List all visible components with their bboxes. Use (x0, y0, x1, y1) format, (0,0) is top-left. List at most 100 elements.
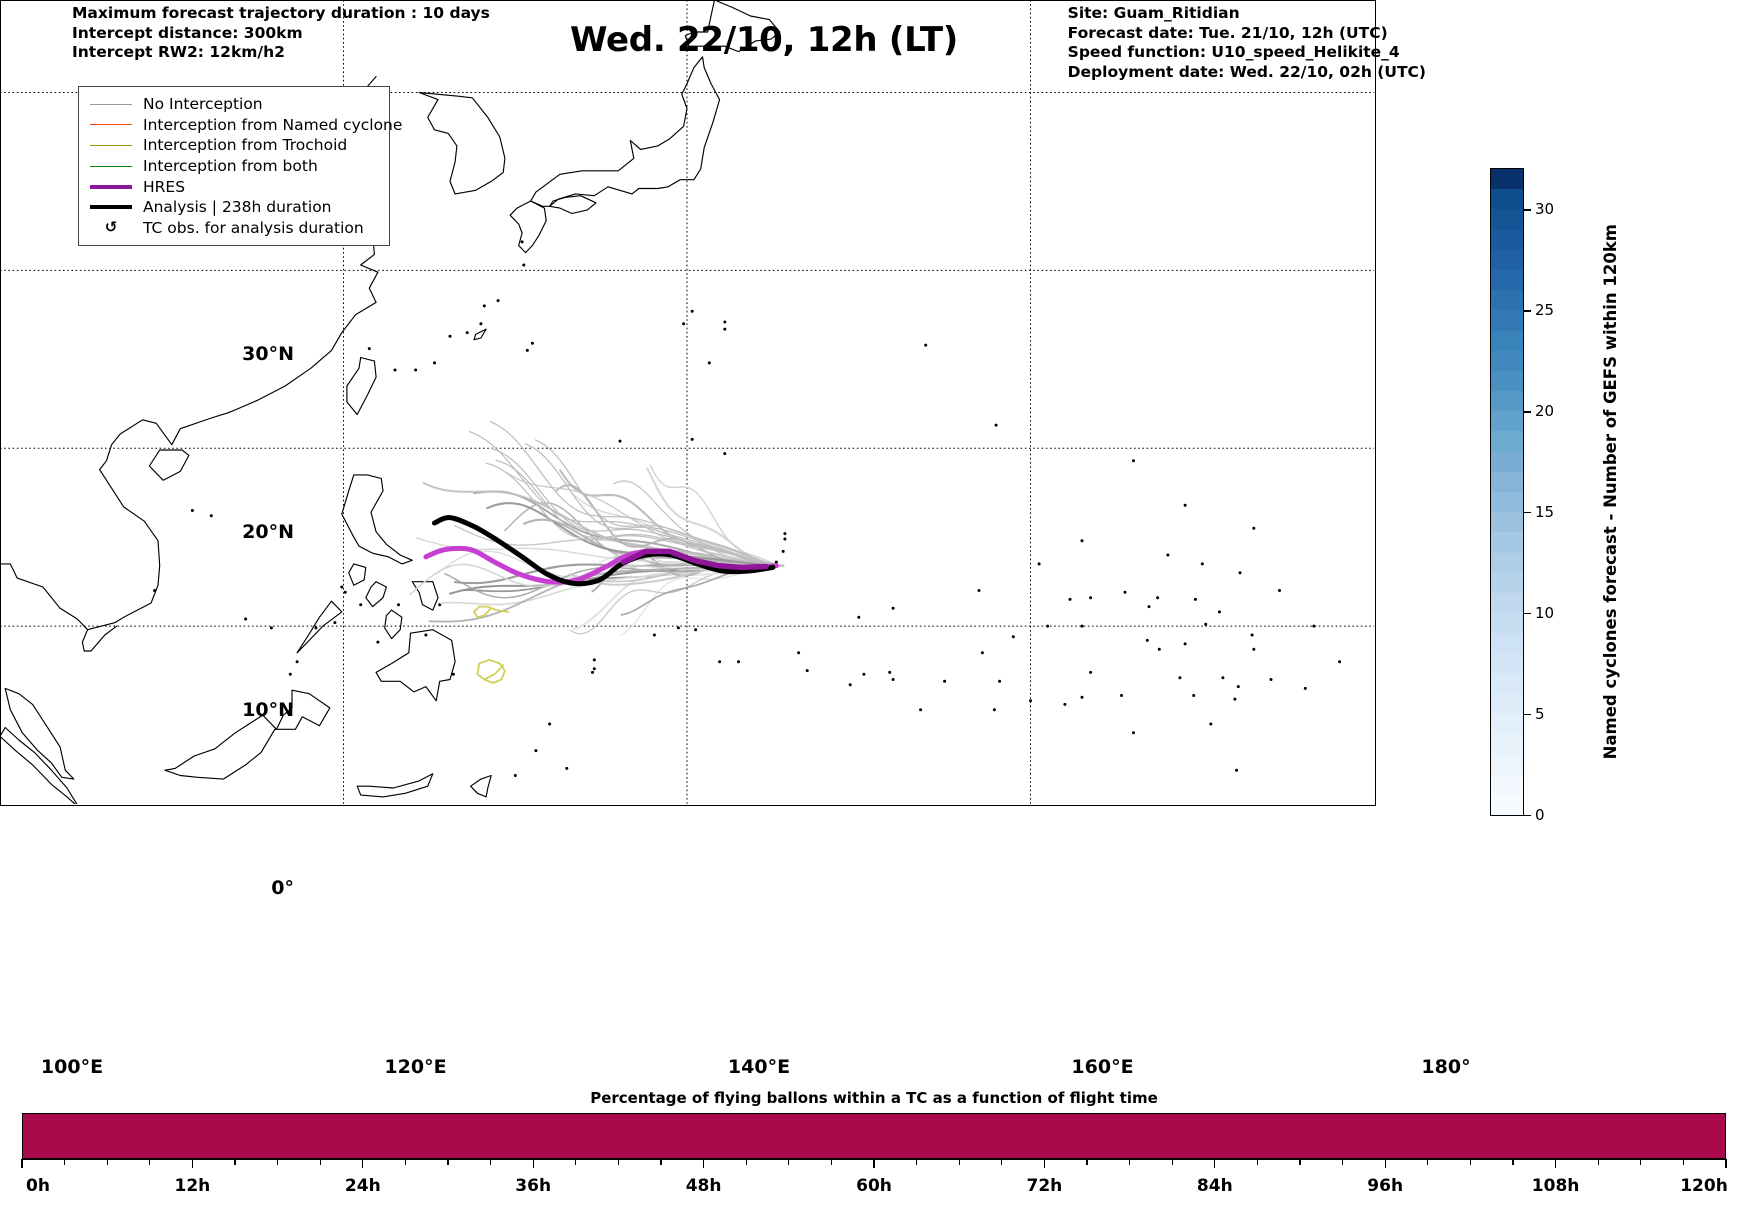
island-marker (1236, 685, 1240, 689)
colorbar-segment (1491, 370, 1523, 392)
colorbar-segment (1491, 734, 1523, 755)
legend-item-1[interactable]: Interception from Named cyclone (88, 115, 402, 136)
island-marker (1011, 635, 1015, 639)
legend-item-6[interactable]: ↺ TC obs. for analysis duration (88, 218, 380, 239)
island-marker (723, 327, 727, 331)
map-legend[interactable]: No Interception Interception from Named c… (78, 86, 402, 247)
coastline-segment (549, 195, 597, 215)
map-xtick-3: 160°E (1071, 1056, 1134, 1078)
legend-item-0[interactable]: No Interception (88, 94, 380, 115)
coastline-segment (470, 774, 492, 798)
coastline-segment (0, 563, 89, 631)
island-marker (1029, 699, 1032, 703)
legend-item-4[interactable]: HRES (88, 176, 380, 197)
progress-tick-label-1: 12h (174, 1176, 211, 1196)
island-marker (340, 585, 344, 589)
island-marker (592, 667, 596, 671)
island-marker (376, 640, 380, 644)
legend-label: Interception from both (143, 157, 318, 176)
island-marker (269, 626, 273, 630)
legend-line-swatch (88, 144, 134, 146)
island-marker (1312, 624, 1316, 628)
progress-tick (1427, 1159, 1429, 1165)
island-marker (1193, 597, 1197, 601)
legend-item-5[interactable]: Analysis | 238h duration (88, 197, 380, 218)
ensemble-trajectory (534, 439, 784, 567)
colorbar-tick-label: 15 (1535, 503, 1555, 522)
legend-line (90, 103, 132, 105)
island-marker (781, 549, 785, 553)
progress-bar-fill (23, 1114, 1725, 1158)
island-marker (1303, 686, 1307, 690)
progress-tick (63, 1159, 66, 1165)
colorbar-tick (1524, 310, 1531, 312)
ensemble-trajectory (468, 430, 784, 567)
progress-tick (1597, 1159, 1599, 1165)
ensemble-trajectory (649, 464, 784, 567)
colorbar-tick-label: 0 (1535, 806, 1545, 824)
coastline-segment (148, 449, 190, 481)
island-marker (424, 633, 428, 637)
ensemble-trajectory (495, 459, 784, 567)
island-marker (530, 341, 534, 345)
colorbar-segment (1491, 229, 1523, 250)
island-marker (190, 509, 194, 512)
progress-tick-label-6: 72h (1026, 1176, 1063, 1196)
legend-label: HRES (143, 177, 186, 196)
island-marker (1192, 694, 1196, 697)
progress-tick (617, 1159, 620, 1165)
colorbar-tick (1524, 512, 1531, 514)
main-tracks (423, 515, 779, 587)
analysis-track (432, 515, 776, 587)
map-canvas (0, 0, 1374, 804)
legend-line-swatch (88, 103, 134, 105)
trochoid-track (476, 658, 506, 684)
island-marker (414, 368, 418, 372)
header-left-info: Maximum forecast trajectory duration : 1… (72, 4, 490, 61)
colorbar-segment (1491, 431, 1523, 452)
colorbar-tick (1524, 815, 1531, 817)
map-ytick-2: 20°N (242, 521, 294, 544)
legend-line (90, 205, 132, 210)
colorbar-segment (1491, 189, 1523, 210)
progress-tick (1384, 1159, 1386, 1168)
progress-tick (1001, 1159, 1003, 1165)
progress-tick-label-10: 120h (1680, 1176, 1728, 1196)
island-marker (359, 603, 363, 607)
island-marker (534, 749, 538, 753)
progress-tick (958, 1159, 960, 1165)
colorbar-segment (1491, 350, 1523, 371)
island-marker (1183, 642, 1187, 646)
progress-bar[interactable] (22, 1113, 1726, 1159)
legend-line-swatch (88, 165, 134, 167)
island-marker (992, 708, 996, 712)
colorbar-tick-label: 5 (1535, 705, 1545, 724)
island-marker (723, 452, 727, 456)
island-marker (451, 672, 455, 676)
coastline-segment (346, 356, 377, 416)
colorbar-segment (1491, 330, 1523, 351)
progress-tick (660, 1159, 662, 1165)
map-xtick-1: 120°E (384, 1056, 447, 1078)
island-marker (1278, 589, 1281, 592)
colorbar-tick (1524, 714, 1531, 716)
island-marker (496, 299, 500, 303)
island-marker (805, 669, 809, 673)
colorbar-segment (1491, 673, 1523, 694)
legend-item-2[interactable]: Interception from Trochoid (88, 135, 380, 156)
ensemble-trajectory (485, 462, 784, 567)
progress-tick-label-5: 60h (856, 1176, 892, 1196)
progress-tick (1554, 1159, 1557, 1168)
legend-line (90, 144, 132, 146)
progress-tick (106, 1159, 108, 1165)
island-marker (737, 660, 740, 664)
colorbar[interactable] (1490, 168, 1524, 816)
island-marker (1080, 539, 1084, 543)
island-marker (682, 322, 686, 326)
island-marker (433, 361, 436, 365)
island-marker (783, 537, 787, 541)
progress-tick-label-7: 84h (1196, 1176, 1233, 1196)
legend-line (90, 124, 132, 126)
progress-tick-label-0: 0h (26, 1176, 50, 1196)
legend-item-3[interactable]: Interception from both (88, 156, 380, 177)
